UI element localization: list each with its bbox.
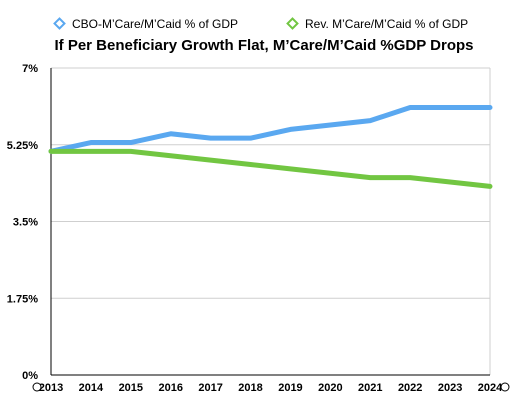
x-tick-label: 2016 xyxy=(158,382,182,394)
axis-end-marker xyxy=(500,382,510,392)
legend-label-cbo: CBO-M’Care/M’Caid % of GDP xyxy=(72,17,238,31)
legend-item-cbo[interactable]: CBO-M’Care/M’Caid % of GDP xyxy=(53,17,238,31)
x-tick-label: 2013 xyxy=(39,382,63,394)
series-line-rev xyxy=(48,148,493,189)
x-tick-label: 2014 xyxy=(79,382,104,394)
x-tick-label: 2019 xyxy=(278,382,302,394)
x-tick-label: 2017 xyxy=(198,382,222,394)
axis-start-marker xyxy=(32,382,42,392)
y-tick-label: 5.25% xyxy=(7,140,38,152)
x-tick-label: 2015 xyxy=(119,382,143,394)
x-tick-label: 2018 xyxy=(238,382,262,394)
legend-label-rev: Rev. M’Care/M’Caid % of GDP xyxy=(305,17,468,31)
x-tick-label: 2022 xyxy=(398,382,422,394)
series-group xyxy=(48,104,493,189)
legend-swatch-cbo xyxy=(53,17,66,30)
chart-title: If Per Beneficiary Growth Flat, M’Care/M… xyxy=(55,37,474,54)
x-tick-label: 2020 xyxy=(318,382,342,394)
legend-swatch-rev xyxy=(286,17,299,30)
y-tick-label: 1.75% xyxy=(7,293,38,305)
y-tick-label: 7% xyxy=(22,63,38,75)
x-tick-label: 2024 xyxy=(478,382,503,394)
legend: CBO-M’Care/M’Caid % of GDP Rev. M’Care/M… xyxy=(53,17,469,31)
gridlines xyxy=(51,67,491,376)
y-axis: 0% 1.75% 3.5% 5.25% 7% xyxy=(7,63,490,382)
series-line-cbo xyxy=(48,104,493,154)
x-tick-label: 2021 xyxy=(358,382,382,394)
x-tick-label: 2023 xyxy=(438,382,462,394)
y-tick-label: 0% xyxy=(22,370,38,382)
legend-item-rev[interactable]: Rev. M’Care/M’Caid % of GDP xyxy=(286,17,469,31)
y-tick-label: 3.5% xyxy=(13,217,38,229)
x-axis: 2013 2014 2015 2016 2017 2018 2019 2020 2021 2022… xyxy=(32,382,510,394)
